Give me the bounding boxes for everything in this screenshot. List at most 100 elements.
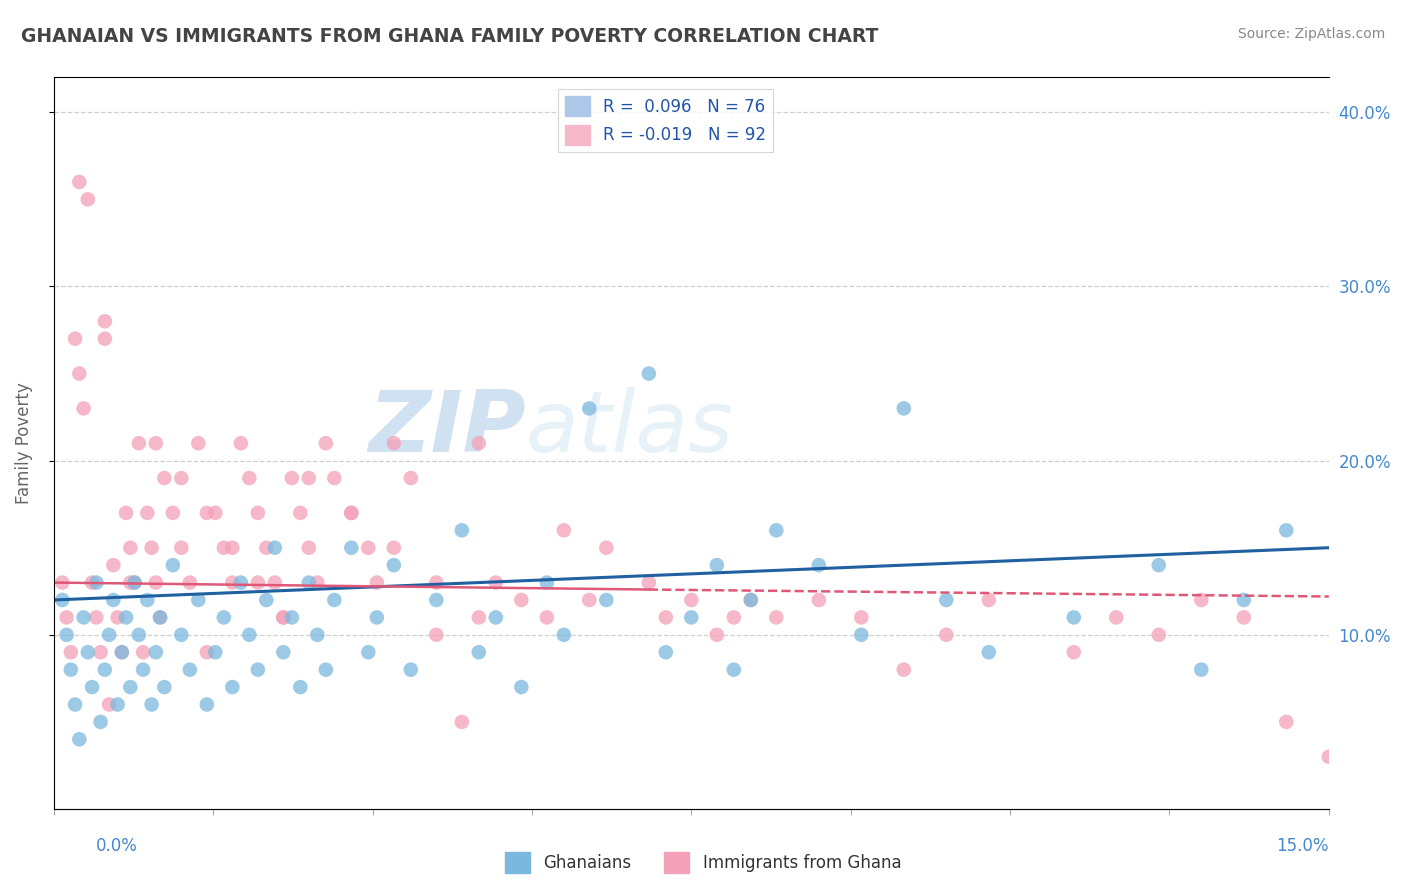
Point — [115, 506, 138, 520]
Point — [655, 645, 678, 659]
Point — [170, 628, 193, 642]
Point — [179, 663, 201, 677]
Point — [51, 575, 73, 590]
Point — [765, 610, 787, 624]
Point — [807, 593, 830, 607]
Point — [162, 558, 184, 573]
Point — [298, 541, 321, 555]
Point — [145, 436, 167, 450]
Point — [851, 628, 873, 642]
Point — [1233, 610, 1256, 624]
Point — [425, 593, 447, 607]
Point — [1275, 524, 1298, 538]
Point — [204, 645, 226, 659]
Text: ZIP: ZIP — [368, 387, 526, 470]
Point — [195, 698, 218, 712]
Point — [281, 610, 304, 624]
Point — [76, 645, 98, 659]
Point — [103, 558, 125, 573]
Point — [553, 524, 575, 538]
Point — [51, 593, 73, 607]
Point — [80, 680, 103, 694]
Point — [76, 193, 98, 207]
Point — [290, 680, 312, 694]
Text: 0.0%: 0.0% — [96, 837, 138, 855]
Point — [681, 593, 703, 607]
Point — [153, 680, 176, 694]
Point — [153, 471, 176, 485]
Point — [263, 541, 285, 555]
Legend: R =  0.096   N = 76, R = -0.019   N = 92: R = 0.096 N = 76, R = -0.019 N = 92 — [558, 89, 773, 152]
Point — [221, 541, 243, 555]
Point — [1317, 749, 1340, 764]
Point — [195, 506, 218, 520]
Point — [145, 645, 167, 659]
Point — [212, 541, 235, 555]
Point — [204, 506, 226, 520]
Point — [1275, 714, 1298, 729]
Point — [1189, 593, 1212, 607]
Point — [221, 575, 243, 590]
Point — [298, 575, 321, 590]
Point — [246, 575, 269, 590]
Point — [132, 663, 155, 677]
Point — [740, 593, 762, 607]
Point — [536, 575, 558, 590]
Point — [382, 558, 405, 573]
Text: Source: ZipAtlas.com: Source: ZipAtlas.com — [1237, 27, 1385, 41]
Point — [195, 645, 218, 659]
Point — [90, 714, 112, 729]
Point — [807, 558, 830, 573]
Point — [72, 401, 94, 416]
Point — [485, 575, 508, 590]
Point — [510, 680, 533, 694]
Point — [90, 645, 112, 659]
Point — [723, 610, 745, 624]
Point — [935, 593, 957, 607]
Point — [637, 367, 659, 381]
Point — [706, 558, 728, 573]
Point — [723, 663, 745, 677]
Point — [72, 610, 94, 624]
Point — [595, 593, 617, 607]
Point — [1147, 628, 1170, 642]
Point — [893, 663, 915, 677]
Point — [468, 610, 491, 624]
Point — [98, 698, 121, 712]
Point — [128, 436, 150, 450]
Point — [323, 471, 346, 485]
Point — [149, 610, 172, 624]
Point — [55, 610, 77, 624]
Point — [425, 628, 447, 642]
Point — [468, 645, 491, 659]
Point — [468, 436, 491, 450]
Point — [229, 436, 252, 450]
Point — [128, 628, 150, 642]
Point — [238, 471, 260, 485]
Point — [254, 593, 277, 607]
Point — [94, 314, 117, 328]
Point — [706, 628, 728, 642]
Point — [298, 471, 321, 485]
Point — [851, 610, 873, 624]
Point — [187, 436, 209, 450]
Point — [55, 628, 77, 642]
Legend: Ghanaians, Immigrants from Ghana: Ghanaians, Immigrants from Ghana — [498, 846, 908, 880]
Point — [578, 401, 600, 416]
Point — [94, 332, 117, 346]
Point — [238, 628, 260, 642]
Point — [67, 732, 90, 747]
Point — [1147, 558, 1170, 573]
Text: GHANAIAN VS IMMIGRANTS FROM GHANA FAMILY POVERTY CORRELATION CHART: GHANAIAN VS IMMIGRANTS FROM GHANA FAMILY… — [21, 27, 879, 45]
Point — [67, 367, 90, 381]
Point — [86, 575, 108, 590]
Point — [382, 436, 405, 450]
Point — [67, 175, 90, 189]
Point — [124, 575, 146, 590]
Point — [273, 610, 295, 624]
Point — [307, 575, 329, 590]
Point — [63, 698, 86, 712]
Point — [120, 575, 142, 590]
Point — [366, 575, 388, 590]
Y-axis label: Family Poverty: Family Poverty — [15, 383, 32, 504]
